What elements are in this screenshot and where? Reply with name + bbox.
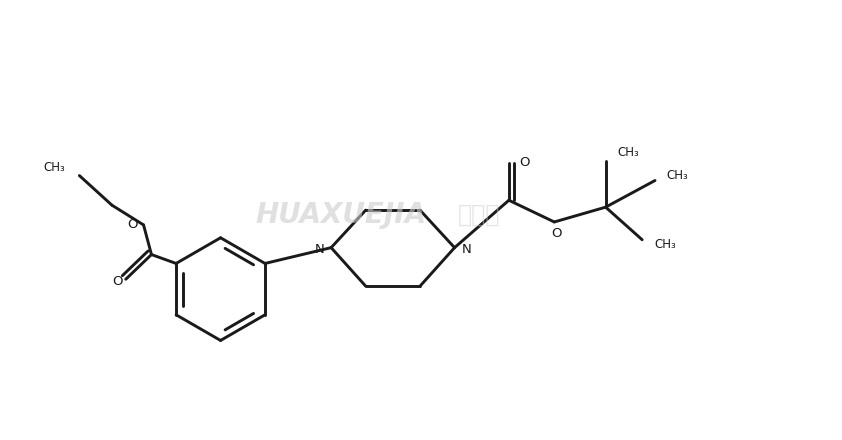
Text: HUAXUEJIA: HUAXUEJIA	[255, 201, 427, 229]
Text: CH₃: CH₃	[654, 238, 676, 251]
Text: O: O	[127, 218, 138, 231]
Text: N: N	[314, 243, 324, 256]
Text: CH₃: CH₃	[44, 161, 66, 174]
Text: O: O	[113, 275, 123, 288]
Text: CH₃: CH₃	[617, 147, 639, 159]
Text: 化学加: 化学加	[458, 203, 500, 227]
Text: CH₃: CH₃	[667, 169, 689, 182]
Text: O: O	[551, 227, 562, 240]
Text: O: O	[519, 156, 530, 169]
Text: N: N	[461, 243, 472, 256]
